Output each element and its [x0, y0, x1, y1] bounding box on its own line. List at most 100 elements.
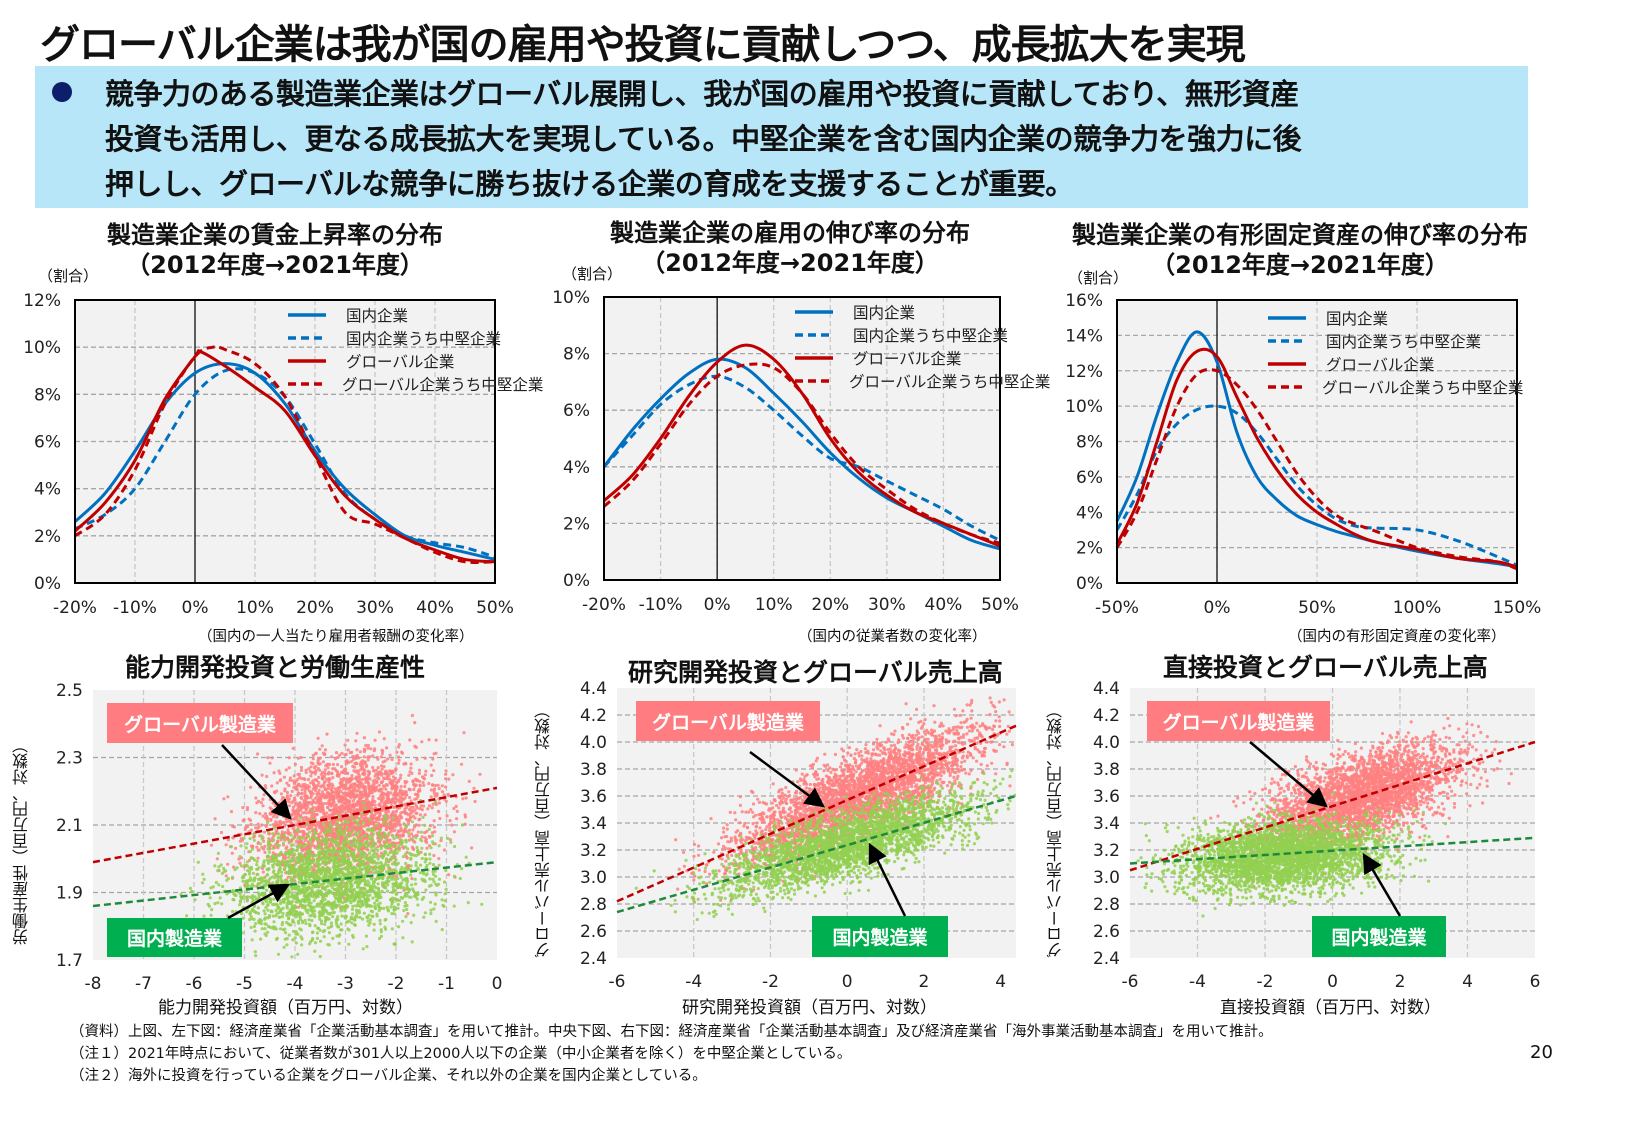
- scatter-point: [440, 790, 445, 794]
- scatter-point: [393, 942, 397, 946]
- scatter-point: [366, 842, 370, 846]
- chart-title-text: 製造業企業の賃金上昇率の分布: [107, 221, 443, 249]
- scatter-point: [379, 930, 383, 934]
- scatter-point: [424, 839, 428, 843]
- scatter-point: [272, 876, 277, 880]
- x-tick-label: 30%: [356, 598, 394, 618]
- scatter-point: [430, 834, 435, 838]
- scatter-point: [323, 902, 327, 906]
- chart-title: 製造業企業の雇用の伸び率の分布 （2012年度→2021年度）: [570, 218, 1010, 278]
- x-tick-label: 20%: [296, 598, 334, 618]
- scatter-point: [390, 927, 394, 931]
- scatter-point: [410, 713, 414, 718]
- scatter-point: [275, 896, 279, 900]
- scatter-point: [259, 922, 263, 926]
- scatter-point: [351, 877, 355, 882]
- scatter-point: [328, 874, 332, 878]
- scatter-point: [340, 881, 344, 885]
- scatter-point: [306, 840, 310, 844]
- scatter-point: [309, 774, 313, 778]
- scatter-point: [294, 809, 298, 813]
- scatter-point: [337, 800, 342, 804]
- scatter-point: [294, 910, 299, 914]
- scatter-point: [385, 776, 389, 780]
- scatter-point: [306, 834, 311, 838]
- scatter-point: [311, 753, 315, 757]
- scatter-point: [361, 947, 365, 951]
- scatter-point: [371, 844, 375, 848]
- scatter-point: [321, 777, 325, 781]
- scatter-point: [414, 811, 418, 815]
- scatter-point: [292, 836, 296, 840]
- scatter-point: [307, 811, 311, 815]
- scatter-point: [363, 803, 367, 807]
- scatter-point: [343, 866, 347, 870]
- scatter-point: [318, 917, 322, 921]
- scatter-point: [315, 857, 319, 861]
- scatter-point: [356, 779, 360, 783]
- scatter-point: [338, 825, 343, 829]
- scatter-point: [259, 801, 263, 805]
- scatter-point: [434, 751, 438, 755]
- scatter-point: [316, 791, 320, 795]
- scatter-point: [396, 906, 400, 910]
- series-line: [73, 349, 496, 564]
- scatter-point: [430, 840, 435, 844]
- scatter-point: [322, 935, 326, 939]
- scatter-point: [320, 886, 325, 890]
- scatter-point: [428, 877, 432, 881]
- scatter-point: [283, 931, 288, 935]
- scatter-point: [375, 826, 379, 831]
- scatter-point: [249, 925, 253, 930]
- scatter-point: [399, 826, 403, 831]
- scatter-point: [291, 859, 295, 863]
- scatter-point: [331, 915, 335, 919]
- scatter-point: [333, 787, 338, 791]
- scatter-point: [407, 787, 411, 791]
- scatter-point: [359, 895, 363, 899]
- scatter-point: [285, 790, 289, 795]
- scatter-point: [336, 918, 340, 922]
- scatter-point: [346, 896, 350, 900]
- chart-title-text: 製造業企業の有形固定資産の伸び率の分布: [1072, 221, 1528, 249]
- scatter-point: [372, 928, 376, 932]
- scatter-point: [273, 872, 277, 877]
- scatter-point: [290, 789, 294, 793]
- scatter-point: [231, 889, 235, 893]
- scatter-point: [345, 847, 349, 852]
- scatter-point: [307, 849, 311, 853]
- scatter-point: [430, 773, 434, 778]
- scatter-point: [310, 771, 314, 775]
- scatter-point: [294, 875, 298, 879]
- scatter-point: [303, 897, 307, 901]
- scatter-point: [312, 899, 316, 903]
- scatter-point: [311, 817, 315, 821]
- scatter-point: [418, 813, 423, 817]
- scatter-point: [357, 796, 361, 800]
- scatter-point: [289, 867, 293, 871]
- scatter-point: [291, 878, 295, 882]
- scatter-point: [287, 852, 292, 856]
- x-tick-label: 100%: [1393, 598, 1442, 618]
- scatter-point: [350, 921, 354, 925]
- scatter-point: [270, 784, 274, 788]
- scatter-point: [349, 915, 353, 919]
- scatter-point: [333, 900, 337, 904]
- scatter-point: [399, 784, 403, 789]
- scatter-point: [349, 843, 354, 848]
- summary-line: 投資も活用し、更なる成長拡大を実現している。中堅企業を含む国内企業の競争力を強力…: [105, 122, 1302, 156]
- scatter-point: [342, 832, 346, 836]
- scatter-point: [390, 757, 394, 762]
- scatter-point: [391, 834, 395, 838]
- scatter-point: [291, 938, 295, 942]
- scatter-point: [270, 856, 275, 860]
- scatter-point: [443, 899, 447, 903]
- scatter-point: [209, 886, 213, 890]
- scatter-point: [397, 798, 401, 802]
- scatter-point: [380, 748, 384, 752]
- scatter-point: [290, 903, 294, 907]
- scatter-point: [238, 861, 242, 865]
- scatter-point: [368, 893, 372, 897]
- scatter-point: [432, 791, 436, 795]
- scatter-point: [296, 793, 300, 797]
